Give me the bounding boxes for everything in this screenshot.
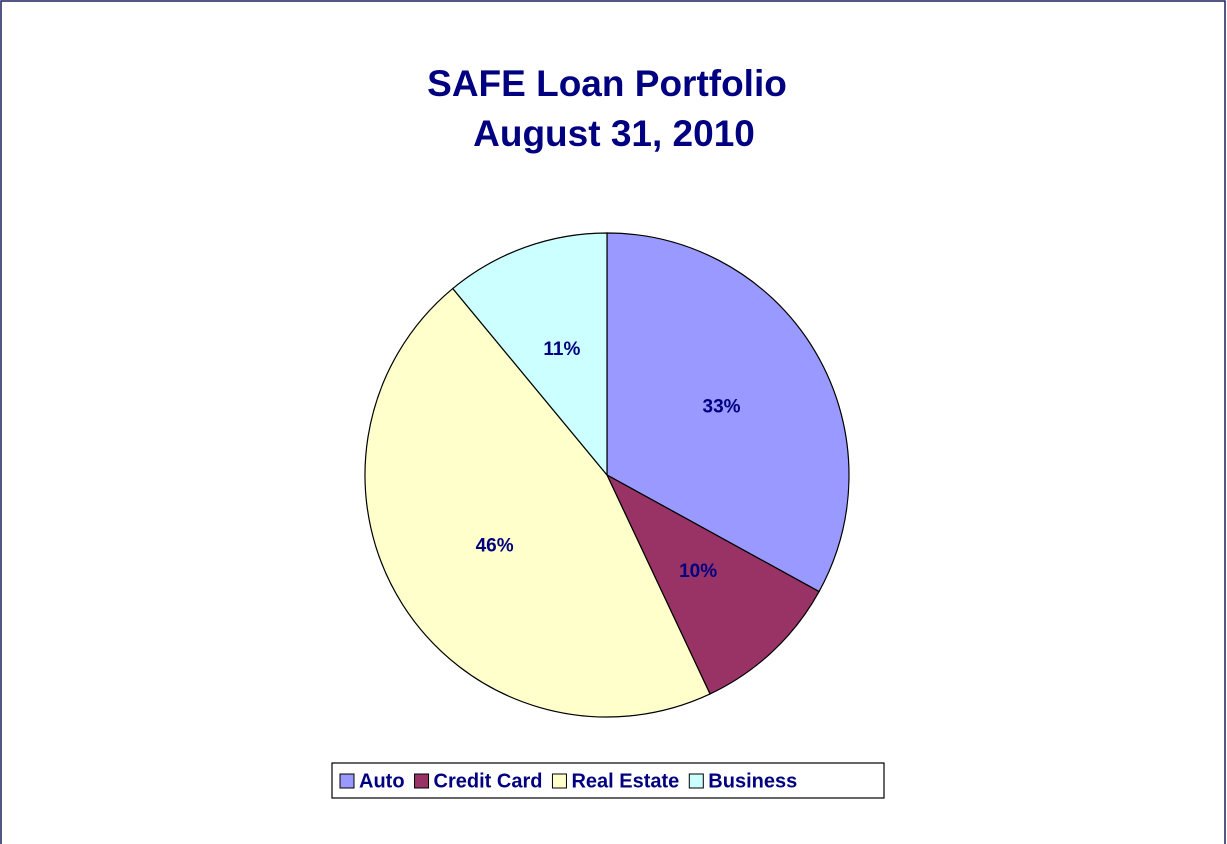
data-label: 33% <box>703 396 741 417</box>
data-label: 10% <box>679 561 717 582</box>
legend-swatch <box>414 773 430 789</box>
data-label: 46% <box>476 535 514 556</box>
chart-subtitle: August 31, 2010 <box>473 113 755 154</box>
legend-label: Credit Card <box>434 770 543 792</box>
pie-slice <box>364 287 711 718</box>
legend-label: Business <box>708 770 797 792</box>
legend-swatch <box>551 773 567 789</box>
legend-label: Auto <box>359 770 405 792</box>
legend-swatch <box>688 773 704 789</box>
legend-label: Real Estate <box>571 770 679 792</box>
chart-title: SAFE Loan Portfolio <box>427 63 787 104</box>
pie-slice <box>605 473 820 695</box>
pie-slice <box>451 232 608 477</box>
pie-slice <box>606 232 850 593</box>
legend-swatch <box>339 773 355 789</box>
data-label: 11% <box>543 339 580 360</box>
